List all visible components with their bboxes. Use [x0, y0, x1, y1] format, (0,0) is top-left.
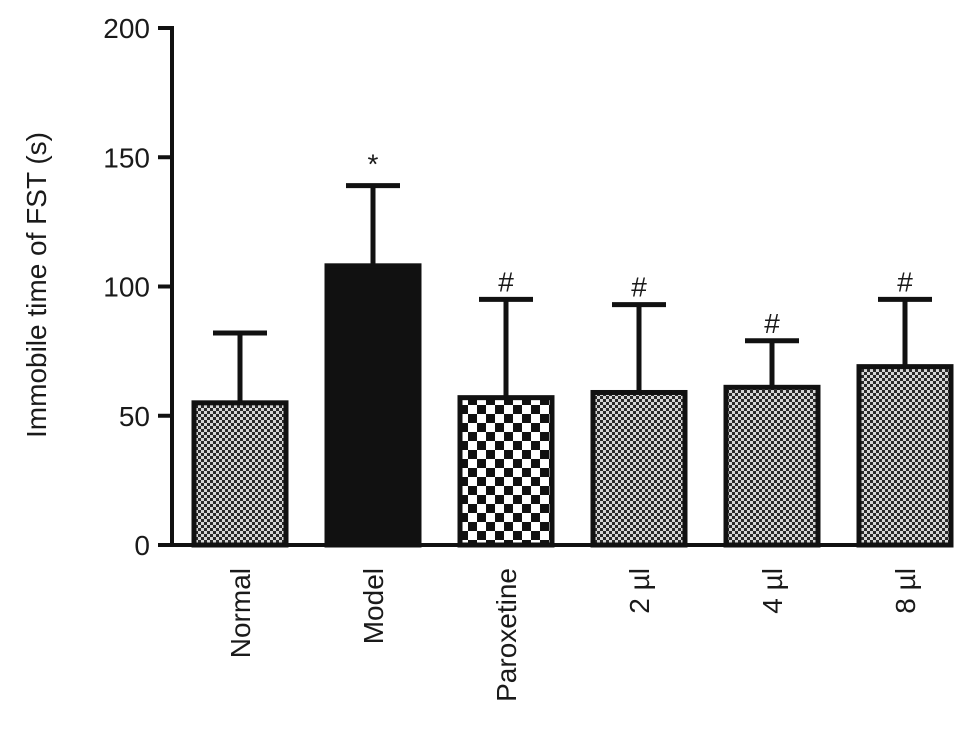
- significance-marker: #: [897, 266, 913, 297]
- y-tick-label: 200: [103, 13, 150, 44]
- x-axis-category-labels: Normal Model Paroxetine 2 µl 4 µl 8 µl: [225, 568, 921, 702]
- y-axis-label: Immobile time of FST (s): [21, 132, 52, 438]
- x-category-label: 8 µl: [890, 568, 921, 614]
- x-category-label: Model: [358, 568, 389, 644]
- y-tick-label: 50: [119, 401, 150, 432]
- error-bars: [213, 183, 932, 403]
- y-tick-label: 0: [134, 530, 150, 561]
- bar-3: [590, 389, 688, 548]
- bar-1: [324, 263, 422, 548]
- x-category-label: Paroxetine: [491, 568, 522, 702]
- x-category-label: Normal: [225, 568, 256, 658]
- significance-marker: #: [498, 266, 514, 297]
- significance-marker: #: [631, 272, 647, 303]
- bar-2: [457, 395, 555, 548]
- significance-annotations: * # # # #: [368, 149, 914, 339]
- bar-0: [191, 400, 289, 548]
- x-category-label: 2 µl: [624, 568, 655, 614]
- y-tick-label: 150: [103, 142, 150, 173]
- bars: [191, 263, 954, 548]
- y-axis-ticks: 0 50 100 150 200: [103, 13, 172, 561]
- y-tick-label: 100: [103, 272, 150, 303]
- significance-marker: *: [368, 149, 379, 180]
- bar-5: [856, 364, 954, 548]
- x-category-label: 4 µl: [757, 568, 788, 614]
- bar-4: [723, 384, 821, 548]
- significance-marker: #: [764, 308, 780, 339]
